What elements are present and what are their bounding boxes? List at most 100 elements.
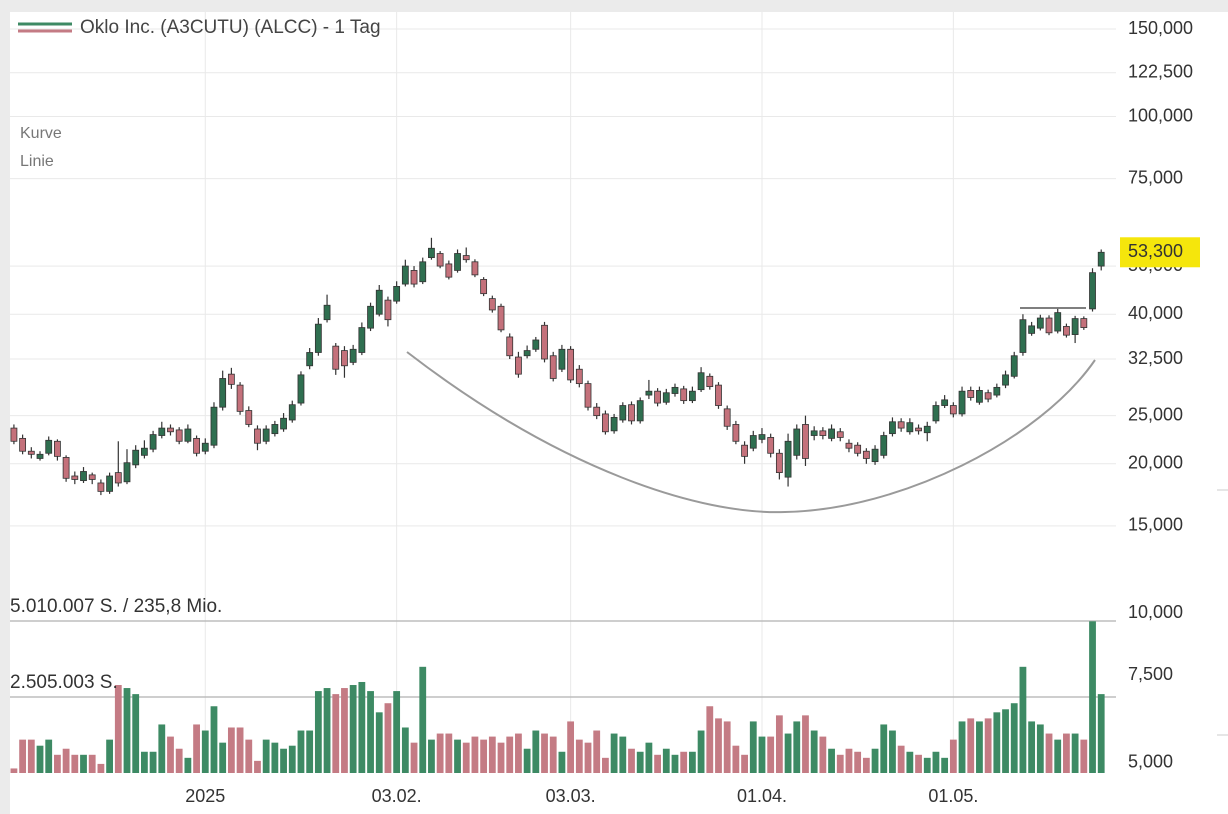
candle-body: [976, 390, 983, 403]
candle-body: [845, 442, 853, 449]
volume-bar: [741, 754, 748, 773]
volume-bar: [297, 730, 305, 773]
candle-body: [306, 352, 314, 367]
volume-bar: [593, 730, 601, 773]
volume-bar: [1019, 666, 1027, 773]
candle-body: [488, 298, 496, 311]
volume-bar: [828, 748, 835, 773]
y-tick-label: 25,000: [1128, 404, 1183, 424]
volume-bar: [167, 736, 174, 773]
volume-bar: [1089, 621, 1096, 773]
candle-body: [941, 399, 949, 406]
candle-body: [593, 406, 601, 417]
volume-bar: [810, 730, 818, 773]
volume-bar: [967, 718, 975, 773]
volume-bar: [1028, 721, 1036, 773]
volume-bar: [358, 681, 366, 773]
candle-body: [836, 431, 844, 438]
volume-bar: [1063, 733, 1070, 773]
y-tick-label: 40,000: [1128, 303, 1183, 323]
candle-body: [341, 350, 348, 367]
volume-bar: [819, 736, 827, 773]
candle-body: [775, 452, 783, 474]
chart-background: [10, 12, 1215, 814]
volume-bar: [123, 688, 131, 773]
candle-body: [358, 327, 366, 353]
candle-body: [401, 265, 409, 285]
candle-body: [80, 471, 87, 482]
axes: 150,000122,500100,00075,00050,00040,0003…: [10, 18, 1200, 806]
volume-bar: [27, 739, 35, 773]
volume-bar: [419, 666, 427, 773]
volume-bar: [889, 730, 896, 773]
volume-bar: [149, 751, 157, 773]
volume-bar: [1036, 724, 1044, 773]
x-tick-label: 03.03.: [546, 786, 596, 806]
volume-bar: [662, 748, 670, 773]
volume-bar: [515, 733, 522, 773]
volume-bar: [245, 739, 253, 773]
candle-body: [854, 444, 862, 454]
candle-body: [262, 428, 270, 442]
candle-body: [793, 428, 801, 456]
volume-bar: [341, 688, 348, 773]
volume-bar: [497, 742, 505, 773]
candle-body: [27, 450, 35, 455]
volume-bar: [871, 748, 879, 773]
candle-body: [819, 430, 827, 436]
y-tick-label: 10,000: [1128, 602, 1183, 622]
volume-bar: [549, 736, 557, 773]
side-panel: [1215, 12, 1228, 814]
y-tick-label: 122,500: [1128, 61, 1193, 81]
candle-body: [236, 384, 244, 412]
candle-body: [419, 261, 427, 283]
volume-bar: [236, 727, 244, 773]
candle-body: [384, 299, 392, 321]
y-tick-label: 150,000: [1128, 18, 1193, 38]
volume-bar: [836, 754, 844, 773]
candle-body: [532, 339, 540, 350]
candle-body: [1002, 374, 1009, 386]
volume-bar: [88, 754, 96, 773]
candle-body: [619, 405, 627, 421]
candle-body: [219, 378, 227, 408]
candle-body: [36, 453, 44, 459]
menu-item[interactable]: Kurve: [20, 125, 62, 142]
candle-body: [897, 421, 905, 429]
candle-body: [523, 350, 531, 357]
volume-bar: [958, 721, 966, 773]
candle-body: [688, 390, 696, 402]
candle-body: [349, 348, 357, 363]
volume-bar: [36, 745, 44, 773]
volume-bar: [1002, 709, 1009, 773]
candle-body: [558, 348, 566, 370]
candle-body: [958, 390, 966, 415]
candle-body: [906, 422, 914, 433]
candle-body: [949, 405, 957, 415]
candle-body: [749, 435, 757, 449]
menu-item[interactable]: Linie: [20, 153, 54, 170]
candle-body: [549, 355, 557, 379]
candle-body: [767, 437, 775, 454]
volume-bar: [262, 739, 270, 773]
candle-body: [193, 437, 200, 454]
volume-bar: [984, 718, 992, 773]
candle-body: [114, 472, 122, 484]
volume-bar: [45, 739, 53, 773]
volume-bar: [619, 736, 627, 773]
volume-bar: [1054, 739, 1062, 773]
candle-body: [645, 390, 653, 396]
volume-bar: [1097, 694, 1105, 773]
volume-bar: [97, 763, 105, 773]
volume-bar: [915, 754, 922, 773]
volume-bar: [393, 691, 401, 773]
candle-body: [680, 388, 688, 402]
candle-body: [201, 442, 209, 452]
x-tick-label: 01.04.: [737, 786, 787, 806]
candle-body: [71, 475, 79, 480]
volume-bar: [932, 751, 940, 773]
candle-body: [1010, 355, 1018, 377]
candle-body: [984, 392, 992, 400]
volume-bar: [106, 739, 113, 773]
volume-bar: [845, 748, 853, 773]
